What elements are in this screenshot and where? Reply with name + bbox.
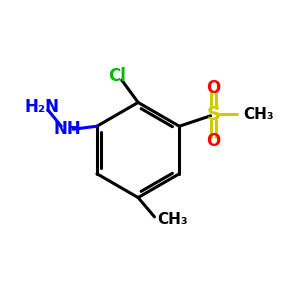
- Text: Cl: Cl: [108, 67, 126, 85]
- Text: O: O: [206, 132, 220, 150]
- Text: CH₃: CH₃: [243, 107, 274, 122]
- Text: O: O: [206, 79, 220, 97]
- Text: S: S: [206, 105, 220, 124]
- Text: CH₃: CH₃: [158, 212, 188, 227]
- Text: NH: NH: [53, 120, 81, 138]
- Text: H₂N: H₂N: [24, 98, 59, 116]
